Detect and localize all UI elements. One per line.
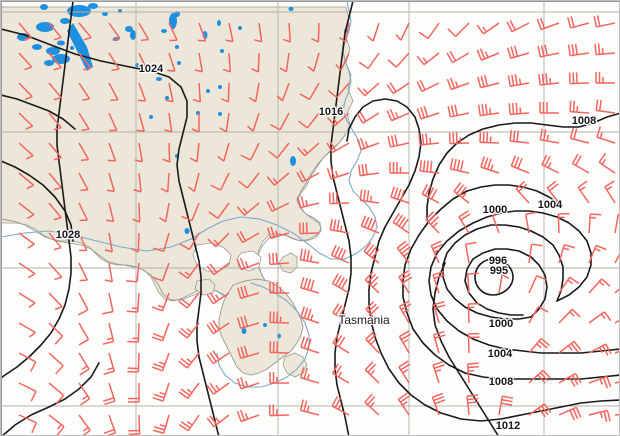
isobar-label: 996 bbox=[489, 255, 507, 267]
isobar-1016 bbox=[330, 1, 354, 435]
isobar-1024 bbox=[1, 28, 220, 435]
isobar-1004 bbox=[428, 210, 619, 354]
island-king bbox=[194, 278, 216, 296]
river-murray bbox=[1, 1, 378, 260]
isobar-label: 1008 bbox=[572, 115, 596, 127]
isobar-1032 bbox=[1, 160, 74, 242]
place-label-group: Tasmania bbox=[337, 312, 391, 329]
isobar-label: 1004 bbox=[488, 348, 513, 360]
isobar-upper-left bbox=[1, 94, 76, 130]
isobar-label: 1016 bbox=[319, 106, 343, 118]
isobar-996 bbox=[464, 248, 548, 318]
tasmania-peninsula bbox=[282, 352, 308, 378]
isobar-1008-ring bbox=[402, 184, 619, 380]
isobar-995 bbox=[474, 258, 514, 296]
isobar-label: 1024 bbox=[139, 63, 164, 75]
river-tributary bbox=[216, 282, 310, 388]
isobar-label-low-centre: 995 bbox=[490, 265, 508, 277]
isobar-label: 1012 bbox=[496, 420, 520, 432]
isobar-label: 1028 bbox=[56, 229, 80, 241]
isobar-label: 1008 bbox=[489, 376, 513, 388]
isobar-1000 bbox=[442, 224, 564, 320]
isobar-label: 1000 bbox=[489, 318, 513, 330]
place-label-tasmania: Tasmania bbox=[338, 313, 390, 327]
isobar-label: 1004 bbox=[538, 199, 563, 211]
isobar-1000-trough bbox=[432, 262, 499, 435]
isobar-label: 1000 bbox=[483, 204, 507, 216]
isobar-1028 bbox=[1, 1, 74, 379]
isobar-label-group: 1024 1016 1008 1028 1000 1004 996 995 10… bbox=[55, 62, 598, 433]
isobar-1008-north bbox=[426, 112, 619, 222]
